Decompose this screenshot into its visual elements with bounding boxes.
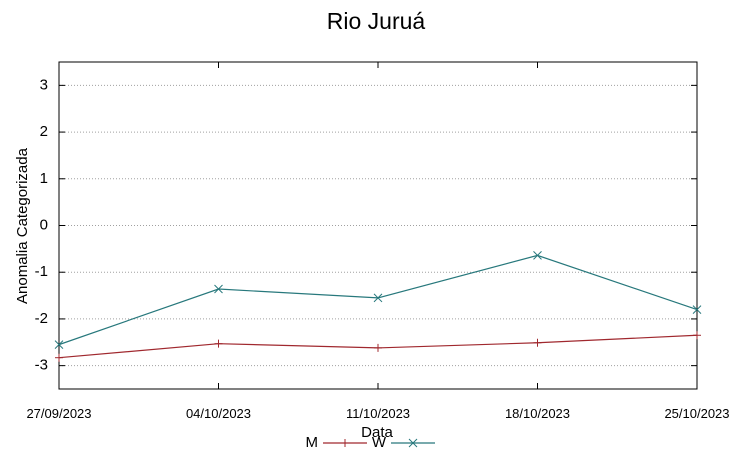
data-point-m <box>55 353 63 362</box>
data-point-w <box>692 305 702 314</box>
x-tick-label: 18/10/2023 <box>505 406 570 421</box>
x-tick-label: 11/10/2023 <box>346 406 410 421</box>
data-point-m <box>374 343 382 352</box>
marker-stroke <box>692 305 702 314</box>
marker-stroke <box>214 284 223 294</box>
x-tick-label: 27/09/2023 <box>26 406 91 421</box>
y-axis-label: Anomalia Categorizada <box>14 147 31 304</box>
data-point-w <box>533 251 542 260</box>
chart-title: Rio Juruá <box>327 8 426 34</box>
x-tick-label: 25/10/2023 <box>664 406 729 421</box>
y-tick-label: -3 <box>35 357 48 374</box>
legend-marker <box>341 439 349 447</box>
plot-frame <box>58 61 698 390</box>
x-tick-labels: 27/09/2023 04/10/2023 11/10/2023 18/10/2023… <box>26 406 729 421</box>
marker-stroke <box>533 251 542 260</box>
y-tick-label: 1 <box>40 170 48 187</box>
marker-stroke <box>408 438 418 448</box>
legend-label: W <box>372 434 387 451</box>
series-line-w <box>58 254 698 346</box>
data-point-w <box>214 284 223 294</box>
x-axis-label: Data <box>361 424 393 441</box>
grid <box>58 62 698 389</box>
y-tick-label: -1 <box>35 263 48 280</box>
x-tick-label: 04/10/2023 <box>186 406 251 421</box>
legend-label: M <box>306 434 319 451</box>
marker-stroke <box>54 340 64 349</box>
data-point-m <box>693 331 701 340</box>
data-point-m <box>533 338 542 347</box>
data-point-w <box>373 293 383 303</box>
legend-marker <box>408 438 418 448</box>
y-tick-label: -2 <box>35 310 48 327</box>
data-point-m <box>214 339 223 348</box>
y-tick-labels: 3 2 1 0 -1 -2 -3 <box>35 76 48 373</box>
y-tick-label: 2 <box>40 123 48 140</box>
y-tick-label: 0 <box>40 216 48 233</box>
marker-stroke <box>373 293 383 303</box>
data-point-w <box>54 340 64 349</box>
series-layer <box>54 251 702 362</box>
y-tick-label: 3 <box>40 76 48 93</box>
